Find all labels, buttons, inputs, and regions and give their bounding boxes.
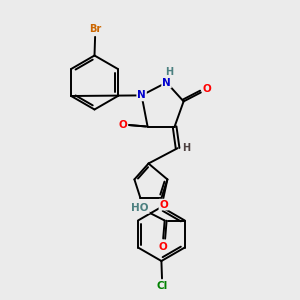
Text: Br: Br (89, 24, 101, 34)
Text: N: N (137, 90, 146, 100)
Text: O: O (159, 242, 168, 252)
Text: H: H (182, 142, 190, 153)
Text: N: N (162, 77, 171, 88)
Text: O: O (159, 200, 168, 210)
Text: Cl: Cl (156, 281, 168, 291)
Text: O: O (118, 119, 127, 130)
Text: HO: HO (131, 203, 149, 213)
Text: O: O (202, 84, 211, 94)
Text: H: H (165, 67, 173, 77)
